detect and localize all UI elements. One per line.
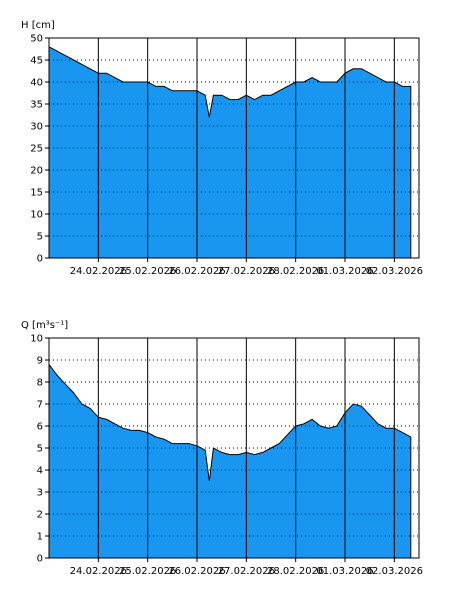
x-tick-label: 26.02.2026 — [168, 566, 225, 577]
y-axis-label: Q [m³s⁻¹] — [21, 320, 68, 331]
y-tick-label: 20 — [30, 166, 43, 177]
x-tick-label: 25.02.2026 — [119, 566, 176, 577]
y-tick-label: 30 — [30, 122, 43, 133]
x-tick-label: 01.03.2026 — [316, 266, 373, 277]
series-area — [49, 46, 411, 258]
x-tick-label: 25.02.2026 — [119, 266, 176, 277]
series-area — [49, 364, 411, 558]
y-tick-label: 45 — [30, 56, 43, 67]
y-tick-label: 3 — [37, 488, 43, 499]
y-tick-label: 8 — [37, 378, 43, 389]
y-tick-label: 9 — [37, 356, 43, 367]
plot-frame — [48, 37, 420, 259]
x-tick-label: 02.03.2026 — [366, 266, 423, 277]
y-tick-label: 10 — [30, 334, 43, 345]
y-tick-label: 0 — [37, 554, 43, 565]
plot-frame — [48, 337, 420, 559]
x-tick-label: 02.03.2026 — [366, 566, 423, 577]
x-tick-label: 26.02.2026 — [168, 266, 225, 277]
x-tick-label: 27.02.2026 — [218, 266, 275, 277]
y-tick-label: 50 — [30, 34, 43, 45]
y-tick-label: 15 — [30, 188, 43, 199]
series-line — [48, 46, 412, 258]
y-tick-label: 1 — [37, 532, 43, 543]
x-tick-label: 27.02.2026 — [218, 566, 275, 577]
y-tick-label: 0 — [37, 254, 43, 265]
y-tick-label: 5 — [37, 444, 43, 455]
water-level-chart: 0 5 10 15 20 25 30 35 40 45 50 24.02.202625.02.2026… — [21, 20, 423, 277]
discharge-chart: 0 1 2 3 4 5 6 7 8 9 10 24.02.202625.02.202626.02.20… — [21, 320, 423, 577]
x-tick-label: 24.02.2026 — [70, 566, 127, 577]
x-tick-label: 24.02.2026 — [70, 266, 127, 277]
y-axis-label: H [cm] — [21, 20, 55, 31]
y-tick-label: 2 — [37, 510, 43, 521]
x-tick-label: 28.02.2026 — [267, 266, 324, 277]
y-tick-label: 5 — [37, 232, 43, 243]
x-tick-label: 28.02.2026 — [267, 566, 324, 577]
y-tick-label: 35 — [30, 100, 43, 111]
y-tick-label: 4 — [37, 466, 43, 477]
x-tick-label: 01.03.2026 — [316, 566, 373, 577]
y-tick-label: 6 — [37, 422, 43, 433]
y-tick-label: 25 — [30, 144, 43, 155]
series-line — [48, 364, 412, 558]
y-tick-label: 10 — [30, 210, 43, 221]
y-tick-label: 7 — [37, 400, 43, 411]
y-tick-label: 40 — [30, 78, 43, 89]
